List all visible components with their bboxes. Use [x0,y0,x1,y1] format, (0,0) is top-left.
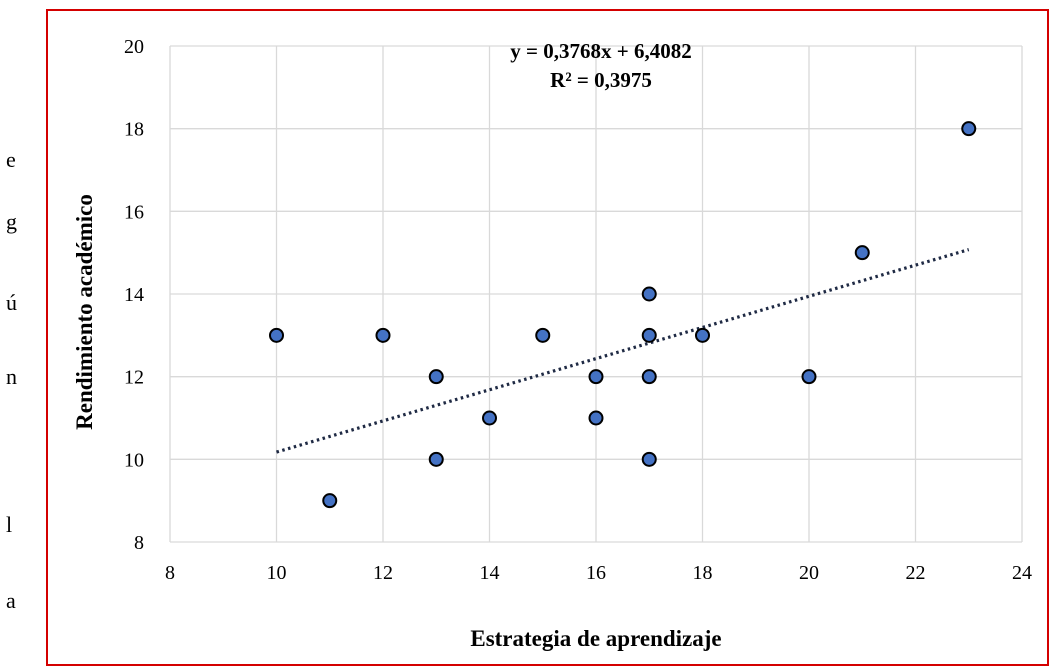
y-tick-label: 12 [124,367,144,389]
y-tick-label: 16 [124,201,144,223]
r-squared-label: R² = 0,3975 [550,68,652,92]
data-point [641,286,657,302]
trendline [276,248,970,454]
data-point [641,327,657,343]
data-point [854,245,870,261]
data-point [588,410,604,426]
y-tick-label: 18 [124,119,144,141]
chart-frame [46,9,1049,666]
x-tick-label: 8 [165,562,175,584]
side-letter: g [6,209,17,234]
y-tick-label: 8 [134,532,144,554]
data-point [535,327,551,343]
x-axis-title: Estrategia de aprendizaje [470,626,721,651]
x-tick-label: 22 [906,562,926,584]
side-letter: ú [6,290,17,315]
data-point [428,369,444,385]
x-tick-label: 16 [586,562,606,584]
x-tick-label: 24 [1012,562,1032,584]
grid [169,45,1023,543]
data-point [482,410,497,426]
x-tick-label: 18 [693,562,713,584]
side-letter: a [6,588,16,613]
trendline-equation: y = 0,3768x + 6,4082 [510,39,691,63]
data-point [269,327,284,343]
side-letter: l [6,512,13,537]
side-letter: e [6,147,16,172]
data-points [269,121,977,509]
data-point [428,451,444,467]
y-tick-label: 10 [124,449,144,471]
x-tick-label: 10 [267,562,287,584]
y-tick-label: 20 [124,36,144,58]
data-point [588,369,604,385]
data-point [375,327,391,343]
data-point [322,493,338,509]
data-point [641,369,657,385]
y-tick-labels: 8 10 12 14 16 18 20 [124,36,144,554]
data-point [801,369,817,385]
data-point [695,327,710,343]
x-tick-label: 12 [373,562,393,584]
x-tick-label: 20 [799,562,819,584]
y-axis-title: Rendimiento académico [72,194,97,430]
side-letter: n [6,364,17,389]
x-tick-labels: 8 10 12 14 16 18 20 22 24 [165,562,1032,584]
data-point [641,451,657,467]
y-tick-label: 14 [124,284,144,306]
x-tick-label: 14 [480,562,500,584]
data-point [961,121,977,137]
